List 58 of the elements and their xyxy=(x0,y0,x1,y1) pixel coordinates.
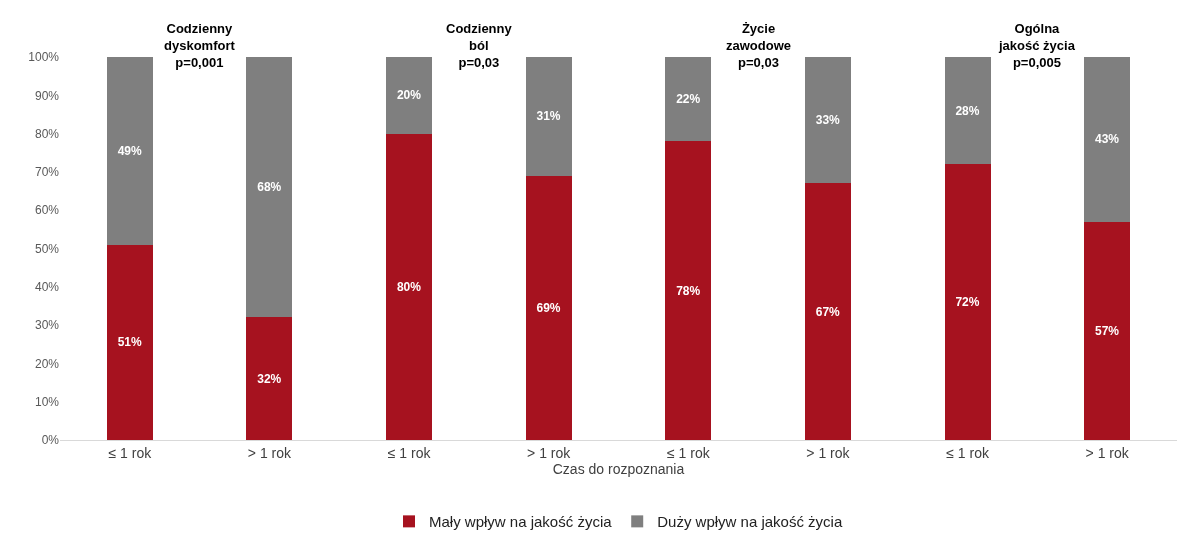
x-tick-label: ≤ 1 rok xyxy=(946,444,990,461)
data-label: 51% xyxy=(117,335,142,350)
bar xyxy=(804,183,851,440)
x-tick-label: ≤ 1 rok xyxy=(108,444,153,461)
data-label: 22% xyxy=(676,92,701,107)
y-tick-label: 30% xyxy=(34,318,60,333)
y-tick-label: 100% xyxy=(28,50,60,65)
data-label: 33% xyxy=(815,113,841,128)
y-tick-label: 0% xyxy=(41,433,60,448)
annotation: Codzienny ból p=0,03 xyxy=(446,21,513,70)
data-label: 20% xyxy=(396,88,422,103)
data-label: 28% xyxy=(955,103,980,118)
x-tick-label: > 1 rok xyxy=(527,444,572,461)
bar xyxy=(106,57,153,245)
data-label: 67% xyxy=(815,304,841,319)
legend-label: Mały wpływ na jakość życia xyxy=(429,513,613,531)
x-tick-label: > 1 rok xyxy=(247,444,293,461)
y-tick-label: 10% xyxy=(34,394,60,409)
bar xyxy=(665,57,712,142)
x-tick-label: > 1 rok xyxy=(1085,444,1130,461)
data-label: 57% xyxy=(1095,323,1120,338)
y-tick-label: 20% xyxy=(34,356,60,371)
bar xyxy=(525,175,572,440)
bar xyxy=(944,164,991,440)
bar xyxy=(1084,221,1131,440)
y-tick-label: 70% xyxy=(34,165,60,180)
annotation: Życie zawodowe p=0,03 xyxy=(726,21,792,70)
y-tick-label: 80% xyxy=(34,126,60,141)
bar xyxy=(386,133,433,440)
y-tick-label: 90% xyxy=(34,88,60,103)
bar xyxy=(665,141,712,440)
data-label: 32% xyxy=(257,371,282,386)
data-label: 78% xyxy=(676,283,701,298)
data-label: 31% xyxy=(536,109,561,124)
bar xyxy=(525,57,572,176)
bar xyxy=(106,244,153,440)
bar xyxy=(246,57,293,318)
bar xyxy=(246,317,293,440)
bar xyxy=(1084,57,1131,222)
data-label: 49% xyxy=(117,143,142,158)
x-axis-title: Czas do rozpoznania xyxy=(552,461,685,478)
data-label: 80% xyxy=(396,279,422,294)
y-tick-label: 50% xyxy=(34,241,60,256)
bar xyxy=(386,57,433,134)
data-label: 72% xyxy=(955,295,980,310)
data-label: 69% xyxy=(536,300,561,315)
bar xyxy=(944,57,991,165)
bar xyxy=(804,57,851,184)
legend-label: Duży wpływ na jakość życia xyxy=(657,513,843,531)
x-tick-label: ≤ 1 rok xyxy=(387,444,432,461)
annotation: Codzienny dyskomfort p=0,001 xyxy=(164,21,236,70)
y-tick-label: 60% xyxy=(34,203,60,218)
annotation: Ogólna jakość życia p=0,005 xyxy=(998,21,1076,70)
data-label: 68% xyxy=(257,180,282,195)
y-tick-label: 40% xyxy=(34,280,60,294)
x-tick-label: ≤ 1 rok xyxy=(666,444,711,461)
data-label: 43% xyxy=(1095,132,1120,147)
x-tick-label: > 1 rok xyxy=(806,444,851,461)
